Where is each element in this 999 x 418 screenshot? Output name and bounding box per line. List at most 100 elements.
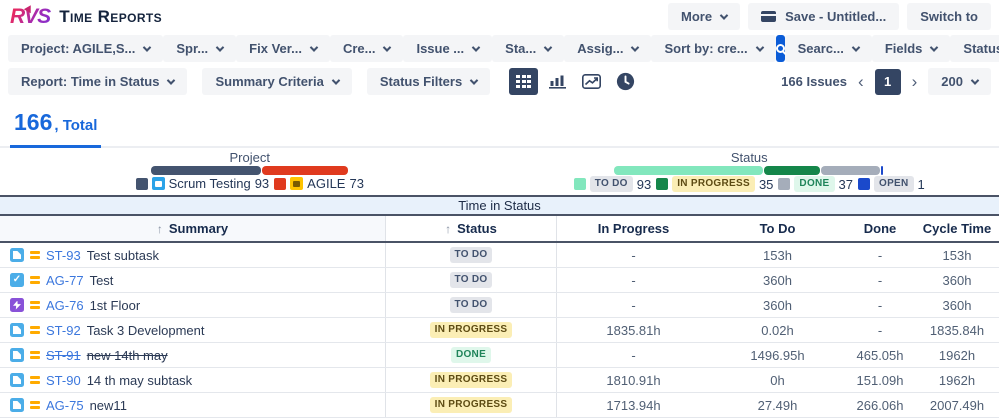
next-page-chevron-icon[interactable]: › — [912, 73, 918, 90]
priority-medium-icon — [30, 276, 40, 284]
legend-item-scrum[interactable]: Scrum Testing 93 — [136, 176, 270, 191]
filter-project-dropdown[interactable]: Project: AGILE,S... — [8, 35, 163, 62]
issue-key-link[interactable]: ST-91 — [46, 348, 81, 363]
cycle-time-value: 360h — [943, 273, 972, 288]
legend-item-open[interactable]: OPEN 1 — [858, 176, 925, 192]
legend-item-todo[interactable]: TO DO 93 — [574, 176, 651, 192]
legend-item-agile[interactable]: AGILE 73 — [274, 176, 364, 191]
in-progress-value: - — [631, 273, 635, 288]
done-badge: DONE — [794, 176, 834, 192]
rvs-logo-icon: RVS — [10, 5, 52, 29]
filter-fix-version-dropdown[interactable]: Fix Ver... — [236, 35, 330, 62]
search-text-dropdown[interactable]: Searc... — [785, 35, 872, 62]
report-controls: Report: Time in Status Summary Criteria … — [8, 68, 640, 95]
issue-key-link[interactable]: AG-77 — [46, 273, 84, 288]
subtask-icon — [10, 323, 24, 337]
filter-issue-type-dropdown[interactable]: Issue ... — [403, 35, 492, 62]
column-header-status[interactable]: ↑Status — [385, 216, 556, 241]
status-badge: TO DO — [450, 247, 493, 263]
issue-summary: new11 — [90, 398, 127, 413]
inprogress-swatch — [656, 178, 668, 190]
cycle-time-value: 1962h — [939, 348, 975, 363]
priority-medium-icon — [30, 401, 40, 409]
time-in-status-band: Time in Status — [0, 195, 999, 216]
column-header-to-do[interactable]: To Do — [710, 216, 845, 241]
column-header-in-progress[interactable]: In Progress — [556, 216, 710, 241]
in-progress-value: - — [631, 348, 635, 363]
legend-item-done[interactable]: DONE 37 — [778, 176, 853, 192]
todo-swatch — [574, 178, 586, 190]
summary-criteria-dropdown[interactable]: Summary Criteria — [202, 68, 351, 95]
issue-key-link[interactable]: AG-76 — [46, 298, 84, 313]
fields-dropdown[interactable]: Fields — [872, 35, 951, 62]
in-progress-value: 1713.94h — [606, 398, 660, 413]
column-header-summary[interactable]: ↑Summary — [0, 216, 385, 241]
prev-page-chevron-icon[interactable]: ‹ — [858, 73, 864, 90]
status-chart-title: Status — [731, 150, 768, 165]
to-do-value: 360h — [763, 273, 792, 288]
status-bar-done-segment — [821, 166, 880, 175]
table-row: AG-75 new11 IN PROGRESS 1713.94h 27.49h … — [0, 393, 999, 418]
status-stacked-bar — [614, 166, 884, 175]
project-bar-agile-segment — [262, 166, 348, 175]
issue-key-link[interactable]: ST-92 — [46, 323, 81, 338]
search-icon — [776, 44, 785, 53]
page-number[interactable]: 1 — [875, 69, 901, 95]
todo-badge: TO DO — [590, 176, 633, 192]
app-title: Time Reports — [59, 7, 162, 27]
column-header-cycle-time[interactable]: Cycle Time — [915, 216, 999, 241]
statuses-dropdown[interactable]: Statuses — [950, 35, 999, 62]
issue-summary: new 14th may — [87, 348, 168, 363]
bolt-icon — [10, 298, 24, 312]
total-label: , Total — [54, 117, 97, 134]
table-view-button[interactable] — [509, 68, 538, 95]
chevron-down-icon — [310, 43, 318, 51]
issue-key-link[interactable]: ST-90 — [46, 373, 81, 388]
status-chart: Status TO DO 93 IN PROGRESS 35 DONE 37 — [500, 150, 999, 195]
sort-by-dropdown[interactable]: Sort by: cre... — [651, 35, 775, 62]
report-type-dropdown[interactable]: Report: Time in Status — [8, 68, 187, 95]
table-header-row: ↑Summary ↑Status In Progress To Do Done … — [0, 216, 999, 243]
to-do-value: 153h — [763, 248, 792, 263]
open-swatch — [858, 178, 870, 190]
total-tab[interactable]: 166 , Total — [10, 107, 101, 148]
to-do-value: 1496.95h — [750, 348, 804, 363]
switch-to-button[interactable]: Switch to — [907, 3, 991, 30]
issues-count: 166 Issues — [781, 74, 847, 89]
cycle-time-value: 2007.49h — [930, 398, 984, 413]
project-stacked-bar — [151, 166, 349, 175]
search-button[interactable] — [776, 35, 785, 62]
subtask-icon — [10, 373, 24, 387]
filter-created-dropdown[interactable]: Cre... — [330, 35, 404, 62]
status-filters-dropdown[interactable]: Status Filters — [367, 68, 490, 95]
save-icon — [761, 11, 776, 22]
more-button[interactable]: More — [668, 3, 740, 30]
task-icon — [10, 273, 24, 287]
project-chart: Project Scrum Testing 93 AGILE 73 — [0, 150, 500, 195]
filter-status-dropdown[interactable]: Sta... — [492, 35, 564, 62]
status-bar-todo-segment — [614, 166, 763, 175]
page-size-dropdown[interactable]: 200 — [928, 68, 991, 95]
column-header-done[interactable]: Done — [845, 216, 915, 241]
cycle-time-value: 360h — [943, 298, 972, 313]
bar-chart-view-button[interactable] — [543, 68, 572, 95]
legend-item-inprogress[interactable]: IN PROGRESS 35 — [656, 176, 773, 192]
done-value: 266.06h — [857, 398, 904, 413]
time-view-button[interactable] — [611, 68, 640, 95]
filter-sprint-dropdown[interactable]: Spr... — [163, 35, 236, 62]
inprogress-badge: IN PROGRESS — [672, 176, 755, 192]
save-button[interactable]: Save - Untitled... — [748, 3, 899, 30]
status-bar-open-segment — [881, 166, 883, 175]
top-bar: RVS Time Reports More Save - Untitled...… — [0, 0, 999, 31]
clock-icon — [616, 72, 635, 91]
issue-key-link[interactable]: AG-75 — [46, 398, 84, 413]
filter-assignee-dropdown[interactable]: Assig... — [564, 35, 651, 62]
issue-key-link[interactable]: ST-93 — [46, 248, 81, 263]
line-chart-view-button[interactable] — [577, 68, 606, 95]
project-legend: Scrum Testing 93 AGILE 73 — [136, 176, 364, 191]
chevron-down-icon — [631, 43, 639, 51]
status-badge: TO DO — [450, 297, 493, 313]
done-swatch — [778, 178, 790, 190]
priority-medium-icon — [30, 351, 40, 359]
topbar-actions: More Save - Untitled... Switch to — [668, 3, 991, 30]
